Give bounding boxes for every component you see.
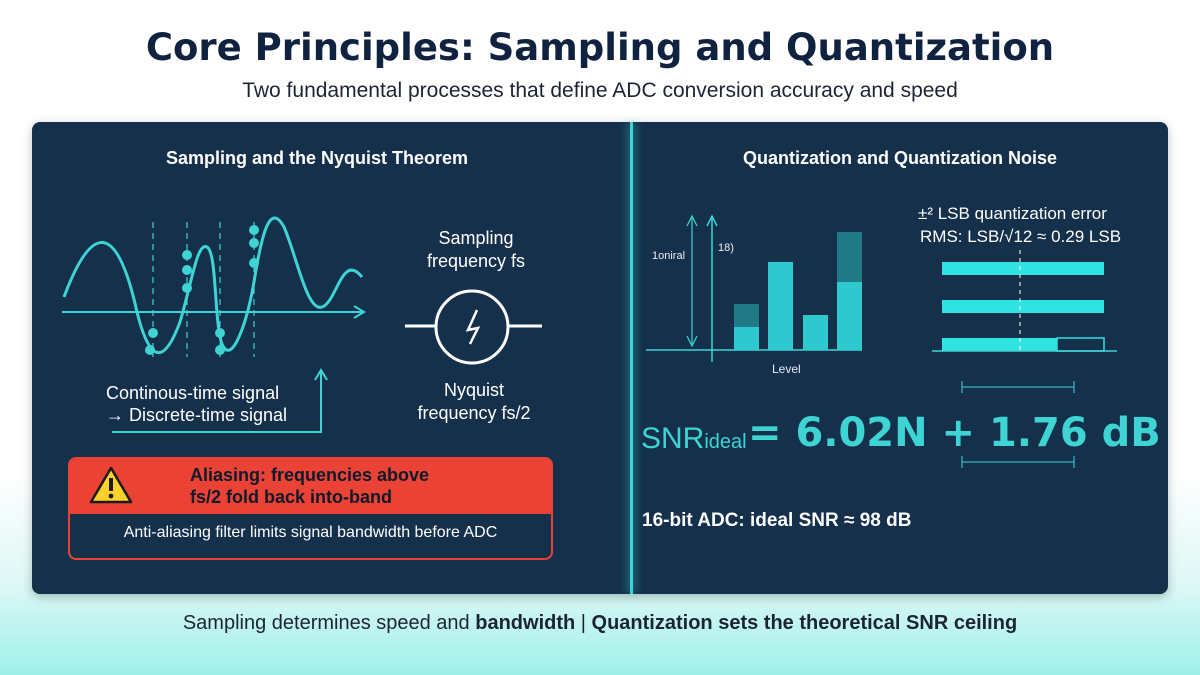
level-bar bbox=[734, 327, 759, 350]
sample-point bbox=[182, 283, 192, 293]
aliasing-alert-title: Aliasing: frequencies above fs/2 fold ba… bbox=[190, 465, 430, 507]
level-bar-error bbox=[837, 232, 862, 282]
sample-point bbox=[182, 265, 192, 275]
sample-point bbox=[249, 258, 259, 268]
axis-label-left: 1oniral bbox=[652, 250, 686, 262]
page-title: Core Principles: Sampling and Quantizati… bbox=[145, 26, 1055, 69]
sampling-section-title: Sampling and the Nyquist Theorem bbox=[165, 148, 469, 168]
snr-label: SNRideal bbox=[641, 422, 747, 455]
quantization-section-title: Quantization and Quantization Noise bbox=[742, 148, 1057, 168]
sampling-frequency-label: Sampling frequency fs bbox=[426, 228, 526, 271]
sample-point bbox=[182, 250, 192, 260]
sample-point bbox=[249, 225, 259, 235]
sample-point bbox=[249, 238, 259, 248]
axis-label-level: Level bbox=[772, 362, 801, 376]
panel-divider bbox=[630, 122, 633, 594]
conversion-bracket bbox=[112, 372, 322, 433]
aliasing-alert: Aliasing: frequencies above fs/2 fold ba… bbox=[68, 457, 553, 560]
sample-point bbox=[215, 328, 225, 338]
level-bar-error bbox=[734, 304, 759, 327]
continuous-signal-label: Continous-time signal bbox=[106, 383, 280, 403]
snr-subscript: ideal bbox=[704, 431, 747, 453]
level-bar bbox=[837, 282, 862, 350]
lightning-icon bbox=[465, 309, 481, 345]
level-bar bbox=[803, 315, 828, 350]
adc-symbol-icon bbox=[434, 289, 510, 365]
rms-error-label: RMS: LSB/√12 ≈ 0.29 LSB bbox=[920, 227, 1122, 246]
sample-point bbox=[148, 328, 158, 338]
time-axis-arrow bbox=[353, 305, 366, 319]
nyquist-frequency-label: Nyquist frequency fs/2 bbox=[417, 380, 531, 423]
error-bar-remainder bbox=[1056, 337, 1105, 352]
snr-formula: = 6.02N + 1.76 dB bbox=[748, 410, 1161, 456]
error-bar bbox=[942, 338, 1057, 351]
sample-points bbox=[145, 225, 259, 355]
warning-icon bbox=[89, 466, 133, 504]
anti-aliasing-note: Anti-aliasing filter limits signal bandw… bbox=[123, 524, 498, 541]
level-bar bbox=[768, 262, 793, 350]
conversion-bracket-arrow bbox=[314, 368, 328, 381]
discrete-signal-label: → Discrete-time signal bbox=[106, 405, 288, 425]
page-subtitle: Two fundamental processes that define AD… bbox=[242, 79, 958, 102]
error-bar bbox=[942, 300, 1104, 313]
main-panel: Sampling and the Nyquist Theorem bbox=[32, 122, 1168, 594]
quantization-error-label: ±² LSB quantization error bbox=[918, 204, 1107, 223]
continuous-signal-wave bbox=[62, 216, 364, 354]
sample-point bbox=[215, 345, 225, 355]
axis-label-mid: 18) bbox=[718, 242, 734, 254]
sample-point bbox=[145, 345, 155, 355]
error-bar bbox=[942, 262, 1104, 275]
bit-depth-snr: 16-bit ADC: ideal SNR ≈ 98 dB bbox=[642, 510, 912, 531]
aliasing-alert-header bbox=[70, 459, 551, 514]
footer-summary: Sampling determines speed and bandwidth … bbox=[182, 612, 1018, 634]
left-diagram bbox=[62, 214, 1117, 468]
